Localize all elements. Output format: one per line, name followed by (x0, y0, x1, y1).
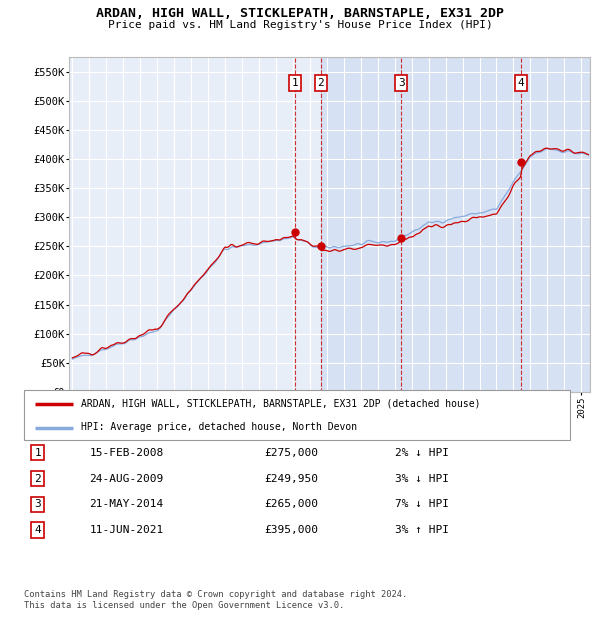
Text: 3: 3 (398, 78, 404, 88)
Text: 21-MAY-2014: 21-MAY-2014 (89, 499, 164, 510)
Text: Contains HM Land Registry data © Crown copyright and database right 2024.
This d: Contains HM Land Registry data © Crown c… (24, 590, 407, 609)
Text: ARDAN, HIGH WALL, STICKLEPATH, BARNSTAPLE, EX31 2DP: ARDAN, HIGH WALL, STICKLEPATH, BARNSTAPL… (96, 7, 504, 20)
Text: Price paid vs. HM Land Registry's House Price Index (HPI): Price paid vs. HM Land Registry's House … (107, 20, 493, 30)
Text: 3: 3 (34, 499, 41, 510)
Text: 15-FEB-2008: 15-FEB-2008 (89, 448, 164, 458)
Text: HPI: Average price, detached house, North Devon: HPI: Average price, detached house, Nort… (82, 422, 358, 433)
Text: 3% ↑ HPI: 3% ↑ HPI (395, 525, 449, 535)
Text: £395,000: £395,000 (264, 525, 318, 535)
Text: £265,000: £265,000 (264, 499, 318, 510)
FancyBboxPatch shape (24, 390, 570, 440)
Text: 4: 4 (518, 78, 524, 88)
Text: 2: 2 (317, 78, 324, 88)
Text: 2% ↓ HPI: 2% ↓ HPI (395, 448, 449, 458)
Text: 7% ↓ HPI: 7% ↓ HPI (395, 499, 449, 510)
Bar (321, 57, 590, 392)
Text: 1: 1 (292, 78, 298, 88)
Text: 3% ↓ HPI: 3% ↓ HPI (395, 474, 449, 484)
Text: 24-AUG-2009: 24-AUG-2009 (89, 474, 164, 484)
Text: 4: 4 (34, 525, 41, 535)
Text: ARDAN, HIGH WALL, STICKLEPATH, BARNSTAPLE, EX31 2DP (detached house): ARDAN, HIGH WALL, STICKLEPATH, BARNSTAPL… (82, 399, 481, 409)
Text: 2: 2 (34, 474, 41, 484)
Text: £249,950: £249,950 (264, 474, 318, 484)
Text: 1: 1 (34, 448, 41, 458)
Text: 11-JUN-2021: 11-JUN-2021 (89, 525, 164, 535)
Text: £275,000: £275,000 (264, 448, 318, 458)
